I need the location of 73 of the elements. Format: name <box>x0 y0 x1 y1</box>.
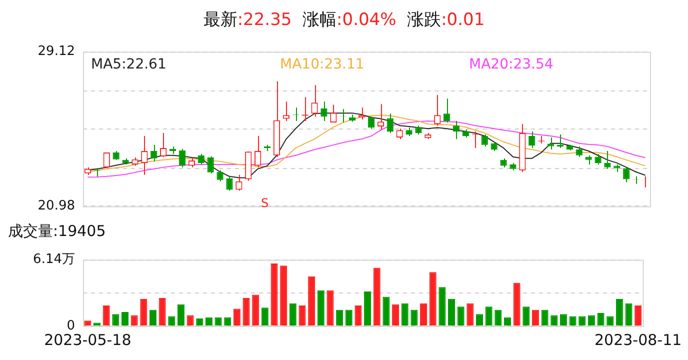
bar <box>373 268 380 326</box>
candlestick <box>178 148 186 168</box>
candlestick <box>141 136 148 176</box>
bar <box>420 303 428 326</box>
bar <box>317 290 324 326</box>
x-tick-label: 2023-08-11 <box>594 330 682 349</box>
bar <box>158 298 166 326</box>
y-tick-label: 29.12 <box>38 44 75 60</box>
bar <box>522 306 530 326</box>
candlestick <box>282 101 290 122</box>
bar <box>336 310 344 326</box>
bar <box>140 299 148 326</box>
text: MA5:22.61 <box>91 56 166 72</box>
x-tick-label: 2023-05-18 <box>44 330 132 349</box>
candlestick <box>594 154 602 165</box>
candlestick <box>226 176 233 192</box>
bar <box>513 282 520 326</box>
bar <box>382 296 390 326</box>
bar <box>242 298 250 326</box>
bar <box>392 304 400 326</box>
candlestick <box>386 113 394 134</box>
candlestick <box>254 136 262 168</box>
text: MA10:23.11 <box>280 56 364 72</box>
candlestick <box>103 152 110 169</box>
bar <box>308 276 316 326</box>
candlestick <box>585 154 592 165</box>
y-tick-label: 0 <box>66 318 75 334</box>
bar <box>121 312 128 326</box>
candlestick <box>547 137 554 150</box>
candlestick <box>377 104 384 130</box>
bar <box>261 308 268 326</box>
bar <box>494 310 502 326</box>
bar <box>233 308 240 326</box>
bar <box>532 310 539 326</box>
bar <box>149 310 156 326</box>
y-tick-label: 6.14万 <box>33 252 75 268</box>
bar <box>401 303 408 326</box>
bar <box>541 310 548 326</box>
candlestick <box>207 156 214 174</box>
candlestick <box>556 134 564 148</box>
bar <box>466 303 474 326</box>
bar <box>457 306 464 326</box>
bar <box>177 304 184 326</box>
candlestick <box>320 101 328 122</box>
bar <box>448 299 456 326</box>
bar <box>270 263 278 326</box>
bar <box>364 292 372 326</box>
bar <box>252 294 260 326</box>
bar <box>326 290 334 326</box>
bar <box>438 287 446 326</box>
candlestick <box>358 107 366 120</box>
bar <box>298 306 306 326</box>
bar <box>410 310 418 326</box>
bar <box>429 272 436 326</box>
bar <box>289 303 296 326</box>
candlestick <box>444 98 450 124</box>
bar <box>616 299 623 326</box>
candlestick <box>434 94 441 126</box>
bar <box>345 310 352 326</box>
candlestick <box>452 120 460 140</box>
bar <box>634 306 642 326</box>
bar <box>625 303 632 326</box>
bar <box>597 313 604 326</box>
candlestick <box>604 150 611 170</box>
text: MA20:23.54 <box>469 56 554 72</box>
bar <box>280 266 288 326</box>
chart-title: 最新:22.35 涨幅:0.04% 涨跌:0.01 <box>203 10 485 30</box>
chart-title: 成交量:19405 <box>8 222 106 241</box>
y-tick-label: 20.98 <box>38 198 75 214</box>
annotation: S <box>261 196 269 210</box>
bar <box>485 306 492 326</box>
bar <box>354 306 362 326</box>
bar <box>102 306 110 326</box>
